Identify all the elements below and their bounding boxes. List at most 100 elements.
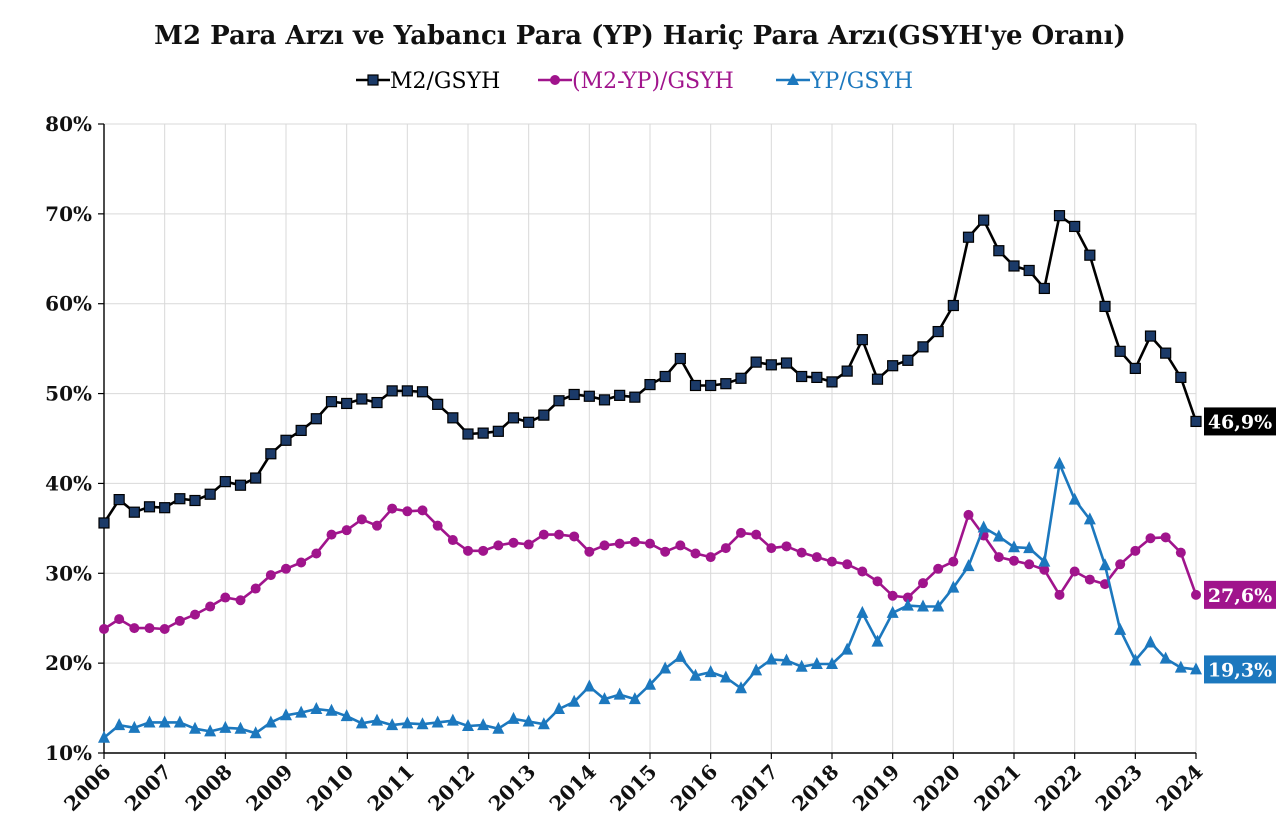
data-point [1129,362,1141,375]
data-point [463,545,473,556]
data-point [780,653,793,666]
data-point [1054,589,1065,600]
data-point [447,412,459,424]
data-point [857,566,868,577]
data-point [189,494,201,507]
data-point [796,547,807,558]
legend-label: M2/GSYH [390,69,500,94]
data-point [492,425,504,437]
data-point [113,718,126,731]
data-point [674,352,686,365]
data-point [325,703,338,716]
data-point [750,356,762,368]
data-point [1159,651,1172,664]
data-point [281,563,291,574]
data-point [1038,554,1051,567]
data-point [128,720,141,733]
data-point [992,529,1005,542]
data-point [387,503,398,514]
data-point [613,687,626,700]
data-point [355,716,368,729]
data-point [826,376,838,388]
data-point [356,514,367,525]
data-point [780,357,793,369]
data-point [416,717,429,730]
data-point [993,245,1005,257]
data-point [1175,371,1187,383]
data-point [447,535,458,546]
x-tick-label: 2021 [969,760,1025,816]
data-point [887,360,899,372]
chart-title: M2 Para Arzı ve Yabancı Para (YP) Hariç … [154,21,1126,51]
data-point [977,520,990,533]
data-point [129,623,140,634]
data-point [947,299,959,312]
data-point [432,520,443,531]
data-point [1053,210,1066,222]
data-point [841,642,854,655]
data-point [948,556,959,567]
data-point [1099,300,1111,313]
data-point [932,599,945,612]
data-point [1099,558,1111,571]
data-point [1144,635,1157,648]
y-tick-label: 40% [45,471,92,495]
data-point [220,592,231,603]
data-point [492,721,505,734]
data-point [386,718,399,731]
data-point [204,724,217,737]
data-point [98,517,110,529]
data-point [1160,532,1171,543]
x-tick-label: 2023 [1091,760,1147,816]
data-point [614,538,625,549]
data-point [947,580,960,593]
data-point [537,717,550,730]
data-point [219,476,231,488]
data-point [340,709,353,722]
data-point [704,665,717,678]
data-point [1038,282,1050,295]
data-point [325,396,338,408]
data-point [99,623,109,634]
grid [103,123,1197,754]
data-point [583,679,596,692]
data-point [871,373,884,385]
data-point [280,708,292,721]
series-yp-gsyh [98,456,1202,743]
data-point [750,663,763,676]
data-point [645,538,655,549]
data-point [962,231,975,243]
data-point [720,543,731,554]
data-point [599,540,610,551]
data-point [174,493,186,505]
data-point [1129,653,1142,666]
data-point [522,714,535,727]
end-label: 27,6% [1208,585,1272,607]
x-tick-label: 2009 [241,760,297,816]
data-point [598,394,611,406]
data-point [1114,345,1126,357]
data-point [917,599,929,612]
series-m2-yp-gsyh [99,503,1201,634]
data-point [1084,249,1096,261]
y-tick-label: 50% [45,382,92,406]
data-point [462,428,474,440]
data-point [735,681,747,694]
series-layer [98,210,1202,743]
end-label-box [1204,580,1276,609]
data-point [554,529,564,540]
legend-item-m2-yp-gsyh: (M2-YP)/GSYH [538,69,734,94]
data-point [811,552,822,563]
axes: 10% 20% 30% 40% 50% 60% 70% 80% 2006 2007 2008 2009… [45,112,1207,816]
data-point [310,701,323,714]
x-tick-label: 2024 [1151,760,1207,816]
data-point [1144,330,1157,342]
data-point [690,548,701,559]
data-point [401,385,413,397]
x-tick-label: 2019 [848,760,904,816]
data-point [477,427,489,439]
data-point [856,605,869,618]
data-point [190,609,200,620]
data-point [765,359,777,371]
